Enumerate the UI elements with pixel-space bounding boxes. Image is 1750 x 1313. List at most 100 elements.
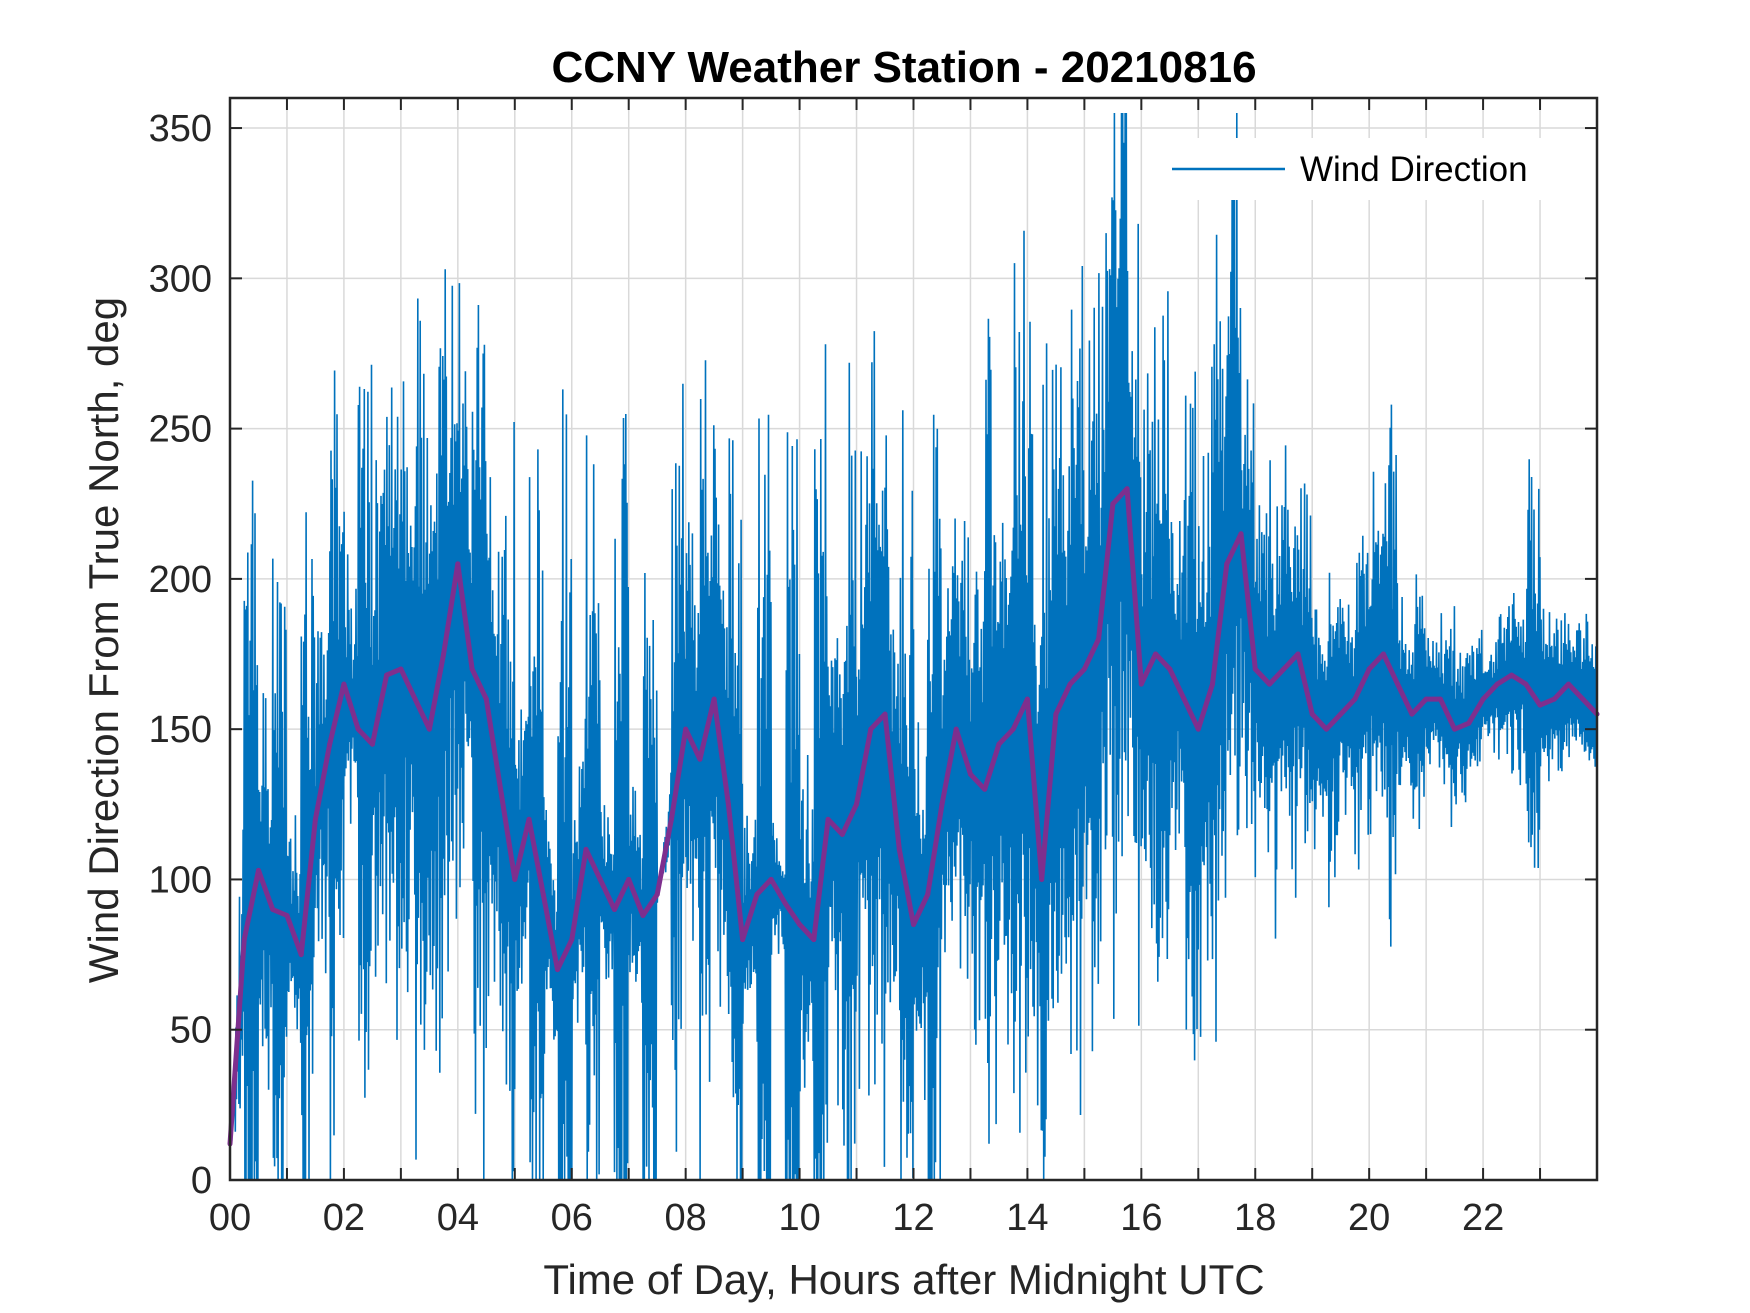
y-tick-label: 300: [149, 258, 212, 300]
smoothed-point: [555, 967, 561, 973]
y-tick-label: 50: [170, 1010, 212, 1052]
smoothed-point: [1380, 651, 1386, 657]
smoothed-point: [982, 786, 988, 792]
smoothed-point: [925, 891, 931, 897]
x-tick-label: 00: [209, 1197, 251, 1239]
y-tick-label: 150: [149, 709, 212, 751]
smoothed-point: [1551, 696, 1557, 702]
smoothed-point: [797, 922, 803, 928]
smoothed-point: [1110, 501, 1116, 507]
smoothed-point: [654, 891, 660, 897]
x-tick-label: 06: [551, 1197, 593, 1239]
smoothed-point: [1124, 486, 1130, 492]
x-tick-label: 20: [1348, 1197, 1390, 1239]
smoothed-point: [1010, 726, 1016, 732]
smoothed-point: [711, 696, 717, 702]
smoothed-point: [1167, 666, 1173, 672]
smoothed-point: [1437, 696, 1443, 702]
smoothed-point: [1466, 720, 1472, 726]
smoothed-point: [1309, 711, 1315, 717]
smoothed-point: [1266, 681, 1272, 687]
y-axis-label: Wind Direction From True North, deg: [80, 297, 127, 983]
smoothed-point: [754, 891, 760, 897]
x-tick-label: 10: [778, 1197, 820, 1239]
smoothed-point: [455, 561, 461, 567]
smoothed-point: [1281, 666, 1287, 672]
smoothed-point: [1580, 696, 1586, 702]
smoothed-point: [426, 726, 432, 732]
smoothed-point: [312, 816, 318, 822]
x-tick-label: 16: [1120, 1197, 1162, 1239]
smoothed-point: [1181, 696, 1187, 702]
tick-marks: [230, 98, 1597, 1181]
chart-title: CCNY Weather Station - 20210816: [551, 43, 1256, 92]
smoothed-point: [1039, 876, 1045, 882]
smoothed-point: [640, 913, 646, 919]
smoothed-point: [241, 937, 247, 943]
smoothed-point: [825, 816, 831, 822]
smoothed-point: [1537, 702, 1543, 708]
smoothed-point: [498, 786, 504, 792]
smoothed-point: [1195, 726, 1201, 732]
smoothed-point: [939, 801, 945, 807]
smoothed-point: [896, 846, 902, 852]
smoothed-point: [369, 741, 375, 747]
smoothed-point: [298, 952, 304, 958]
smoothed-point: [740, 937, 746, 943]
y-tick-label: 0: [191, 1160, 212, 1202]
x-tick-label: 12: [892, 1197, 934, 1239]
smoothed-point: [1081, 666, 1087, 672]
smoothed-point: [469, 666, 475, 672]
smoothed-point: [768, 876, 774, 882]
smoothed-point: [284, 913, 290, 919]
smoothed-point: [1252, 666, 1258, 672]
smoothed-point: [1138, 681, 1144, 687]
x-tick-label: 14: [1006, 1197, 1048, 1239]
smoothed-point: [611, 907, 617, 912]
smoothed-point: [1096, 636, 1102, 642]
smoothed-point: [327, 741, 333, 747]
x-tick-label: 02: [323, 1197, 365, 1239]
smoothed-point: [1295, 651, 1301, 657]
smoothed-point: [1523, 681, 1529, 687]
smoothed-point: [1153, 651, 1159, 657]
smoothed-point: [1423, 696, 1429, 702]
smoothed-point: [854, 801, 860, 807]
smoothed-point: [911, 922, 916, 928]
smoothed-point: [583, 846, 589, 852]
x-tick-label: 04: [437, 1197, 479, 1239]
smoothed-point: [967, 771, 973, 777]
smoothed-point: [668, 816, 674, 822]
y-tick-label: 200: [149, 559, 212, 601]
smoothed-point: [782, 900, 788, 906]
x-tick-labels: 00 02 04 06 08 10 12 14 16 18 20 22: [209, 1197, 1504, 1239]
smoothed-point: [483, 696, 489, 702]
x-axis-label: Time of Day, Hours after Midnight UTC: [543, 1256, 1264, 1303]
smoothed-point: [597, 876, 603, 882]
smoothed-point: [512, 876, 518, 882]
series-wind-direction-line: [229, 112, 1598, 1181]
legend: Wind Direction: [1160, 138, 1580, 200]
x-tick-label: 22: [1462, 1197, 1504, 1239]
smoothed-point: [355, 726, 361, 732]
smoothed-point: [412, 696, 418, 702]
smoothed-point: [1224, 561, 1230, 567]
smoothed-point: [996, 741, 1002, 747]
smoothed-point: [270, 907, 276, 912]
y-tick-label: 250: [149, 409, 212, 451]
smoothed-point: [1509, 672, 1515, 678]
smoothed-point: [1323, 726, 1329, 732]
smoothed-point: [697, 756, 703, 762]
smoothed-point: [839, 831, 845, 837]
smoothed-point: [1452, 726, 1458, 732]
smoothed-point: [811, 937, 817, 943]
legend-label-wind-direction: Wind Direction: [1300, 150, 1528, 189]
smoothed-point: [540, 891, 546, 897]
smoothed-point: [1338, 711, 1344, 717]
smoothed-point: [526, 816, 532, 822]
x-tick-label: 18: [1234, 1197, 1276, 1239]
smoothed-point: [341, 681, 347, 687]
smoothed-point: [1366, 666, 1372, 672]
smoothed-point: [882, 711, 888, 717]
smoothed-point: [1024, 696, 1030, 702]
